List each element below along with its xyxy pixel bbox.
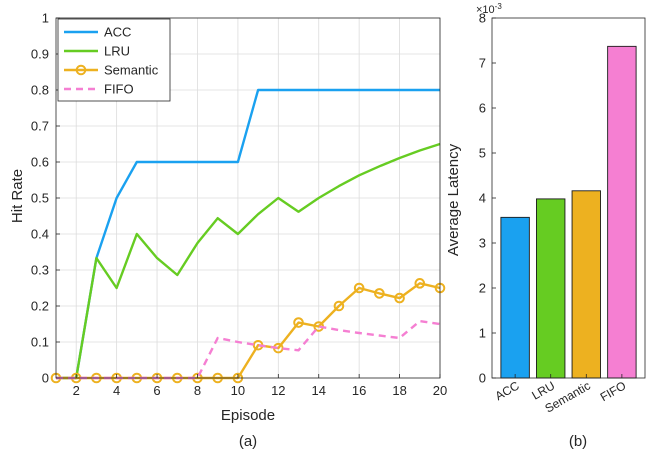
legend-label: ACC — [104, 25, 131, 40]
y-tick-label: 0 — [479, 371, 486, 386]
y-tick-label: 0.6 — [31, 155, 49, 170]
y-tick-label: 4 — [479, 191, 486, 206]
x-tick-label: 16 — [352, 383, 366, 398]
x-tick-label: 6 — [153, 383, 160, 398]
y-tick-label: 0.9 — [31, 47, 49, 62]
bar-lru — [536, 198, 566, 379]
x-tick-label: ACC — [493, 378, 522, 403]
bar-semantic — [571, 190, 601, 379]
y-tick-label: 0.4 — [31, 227, 49, 242]
bar-fifo — [607, 45, 637, 379]
line-chart-x-ticks: 2 4 6 8 10 12 14 16 18 20 — [73, 374, 447, 398]
x-tick-label: 10 — [231, 383, 245, 398]
y-tick-label: 2 — [479, 281, 486, 296]
bar-chart-y-axis-label: Average Latency — [445, 143, 462, 256]
y-tick-label: 1 — [42, 11, 49, 26]
data-point-semantic — [353, 282, 365, 294]
x-tick-label: 14 — [312, 383, 326, 398]
legend-label: Semantic — [104, 63, 159, 78]
x-tick-label: 18 — [392, 383, 406, 398]
x-tick-label: 4 — [113, 383, 120, 398]
y-tick-label: 0 — [42, 371, 49, 386]
y-tick-label: 0.7 — [31, 119, 49, 134]
bar-chart-y-ticks: 0 1 2 3 4 5 6 7 8 — [479, 11, 496, 386]
bar-chart-exponent-label: ×10-3 — [476, 2, 502, 16]
line-chart-legend: ACC LRU Semantic FIFO — [57, 18, 171, 102]
x-tick-label: 12 — [271, 383, 285, 398]
line-chart-y-ticks: 0 0.1 0.2 0.3 0.4 0.5 0.6 0.7 0.8 0.9 1 — [31, 11, 60, 386]
y-tick-label: 0.1 — [31, 335, 49, 350]
x-tick-label: 20 — [433, 383, 447, 398]
line-chart-panel: 2 4 6 8 10 12 14 16 18 20 00.10.20.30.40.50.60.70… — [9, 11, 447, 451]
y-tick-label: 6 — [479, 101, 486, 116]
line-chart-x-axis-label: Episode — [221, 407, 275, 424]
x-tick-label: 2 — [73, 383, 80, 398]
y-tick-label: 3 — [479, 236, 486, 251]
series-line-lru — [56, 142, 441, 380]
y-tick-label: 1 — [479, 326, 486, 341]
caption-a: (a) — [239, 433, 257, 450]
line-chart-series — [50, 88, 446, 384]
y-tick-label: 7 — [479, 56, 486, 71]
bar-acc — [500, 216, 530, 379]
y-tick-label: 0.2 — [31, 299, 49, 314]
legend-marker — [75, 64, 87, 76]
y-tick-label: 0.8 — [31, 83, 49, 98]
legend-label: FIFO — [104, 82, 134, 97]
x-tick-label: 8 — [194, 383, 201, 398]
bar-chart-exponent-base: ×10 — [476, 4, 495, 16]
line-chart-y-axis-label: Hit Rate — [9, 169, 26, 223]
series-line-acc — [56, 88, 440, 380]
legend-label: LRU — [104, 44, 130, 59]
caption-b: (b) — [569, 433, 587, 450]
y-tick-label: 8 — [479, 11, 486, 26]
y-tick-label: 5 — [479, 146, 486, 161]
bar-chart-exponent-power: -3 — [495, 2, 503, 11]
series-line-fifo — [56, 319, 441, 380]
data-point-semantic — [374, 288, 385, 299]
data-point-semantic — [333, 300, 345, 312]
data-point-semantic — [414, 278, 426, 289]
bar-chart-bars — [500, 45, 637, 379]
data-point-semantic — [293, 317, 304, 328]
data-point-semantic — [394, 292, 405, 304]
x-tick-label: FIFO — [598, 378, 629, 404]
y-tick-label: 0.5 — [31, 191, 49, 206]
y-tick-label: 0.3 — [31, 263, 49, 278]
